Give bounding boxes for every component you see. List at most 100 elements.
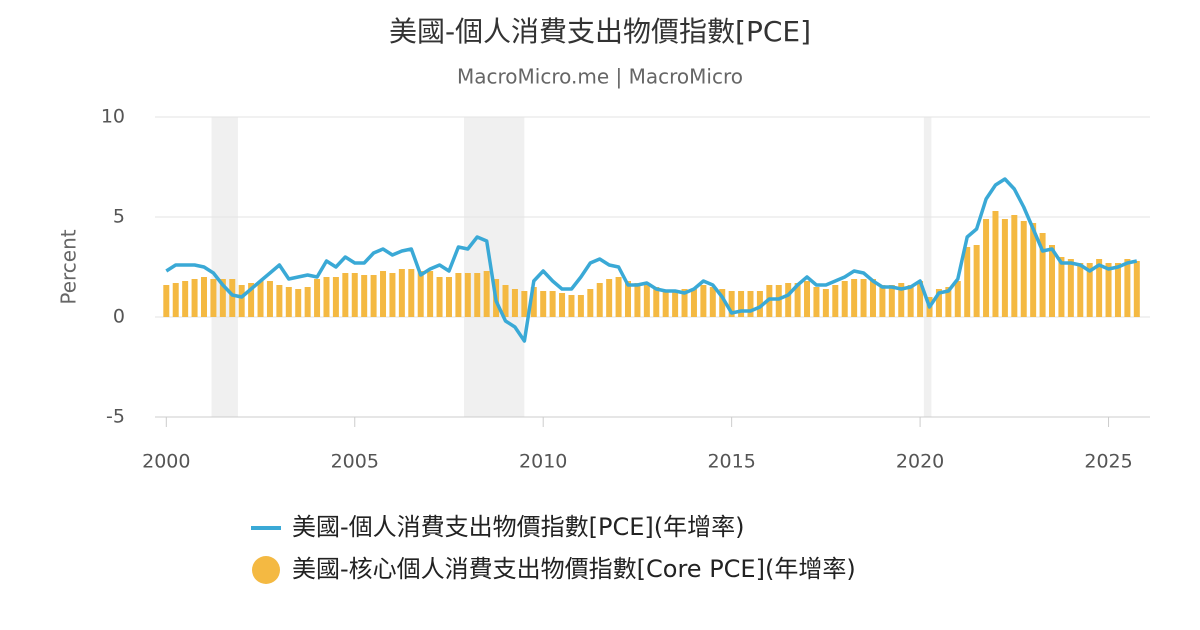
recession-band	[923, 117, 932, 417]
bar	[690, 289, 697, 317]
bar	[756, 291, 763, 317]
y-tick-label: 5	[113, 206, 125, 228]
bar	[408, 269, 415, 317]
bar	[1011, 215, 1018, 317]
legend-swatch	[252, 556, 280, 584]
legend-label: 美國-核心個人消費支出物價指數[Core PCE](年增率)	[292, 555, 856, 583]
bar	[248, 283, 255, 317]
bar	[898, 283, 905, 317]
line	[165, 177, 1138, 343]
bar	[361, 275, 368, 317]
bar	[521, 291, 528, 317]
bar	[738, 291, 745, 317]
chart-subtitle: MacroMicro.me | MacroMicro	[457, 65, 743, 89]
recession-band	[211, 117, 238, 417]
bar	[973, 245, 980, 317]
bar	[728, 291, 735, 317]
bar	[700, 285, 707, 317]
bar	[398, 269, 405, 317]
y-axis-label: Percent	[57, 229, 81, 304]
x-tick-label: 2005	[331, 451, 379, 473]
bar	[1133, 261, 1140, 317]
bar	[464, 273, 471, 317]
bar	[888, 285, 895, 317]
bar	[314, 279, 321, 317]
bar	[1020, 221, 1027, 317]
bar	[992, 211, 999, 317]
y-tick-label: 10	[101, 106, 125, 128]
bar	[662, 291, 669, 317]
bar	[634, 283, 641, 317]
bar	[549, 291, 556, 317]
bar	[1058, 257, 1065, 317]
bar	[822, 289, 829, 317]
bar	[653, 287, 660, 317]
bar	[266, 281, 273, 317]
y-tick-label: 0	[113, 306, 125, 328]
bar	[964, 247, 971, 317]
bar	[332, 277, 339, 317]
bar	[1030, 223, 1037, 317]
bar	[851, 279, 858, 317]
y-tick-label: -5	[106, 406, 125, 428]
bar	[1077, 263, 1084, 317]
bar	[295, 289, 302, 317]
bar	[530, 287, 537, 317]
bar	[672, 291, 679, 317]
bar	[813, 287, 820, 317]
x-tick-label: 2015	[707, 451, 755, 473]
chart-title: 美國-個人消費支出物價指數[PCE]	[389, 15, 811, 48]
bar	[832, 285, 839, 317]
x-tick-label: 2020	[896, 451, 944, 473]
bar	[935, 289, 942, 317]
x-tick-label: 2000	[142, 451, 190, 473]
bar	[709, 287, 716, 317]
bar	[474, 273, 481, 317]
bar	[172, 283, 179, 317]
bar	[540, 291, 547, 317]
bar	[606, 279, 613, 317]
bar	[747, 291, 754, 317]
bar	[445, 277, 452, 317]
bar	[596, 283, 603, 317]
bar	[511, 289, 518, 317]
bar	[945, 287, 952, 317]
bar	[304, 287, 311, 317]
bar	[1067, 259, 1074, 317]
bar	[587, 289, 594, 317]
bar	[229, 279, 236, 317]
bar	[577, 295, 584, 317]
bar	[200, 277, 207, 317]
bar	[1086, 263, 1093, 317]
bar	[983, 219, 990, 317]
bar	[1105, 263, 1112, 317]
bar	[182, 281, 189, 317]
bar	[954, 281, 961, 317]
bar	[1114, 263, 1121, 317]
bar	[719, 289, 726, 317]
bar	[1001, 219, 1008, 317]
bar	[568, 295, 575, 317]
bar	[389, 273, 396, 317]
bar	[681, 289, 688, 317]
bar	[1096, 259, 1103, 317]
bar	[502, 285, 509, 317]
bar	[455, 273, 462, 317]
bar	[285, 287, 292, 317]
bar	[643, 285, 650, 317]
bar	[841, 281, 848, 317]
bar	[417, 271, 424, 317]
bar	[917, 281, 924, 317]
bar	[785, 283, 792, 317]
bar	[427, 271, 434, 317]
bar	[860, 279, 867, 317]
bar	[342, 273, 349, 317]
bar	[276, 285, 283, 317]
bar	[625, 281, 632, 317]
x-tick-label: 2010	[519, 451, 567, 473]
bar	[483, 271, 490, 317]
bar	[1039, 233, 1046, 317]
bar	[775, 285, 782, 317]
x-tick-label: 2025	[1084, 451, 1132, 473]
